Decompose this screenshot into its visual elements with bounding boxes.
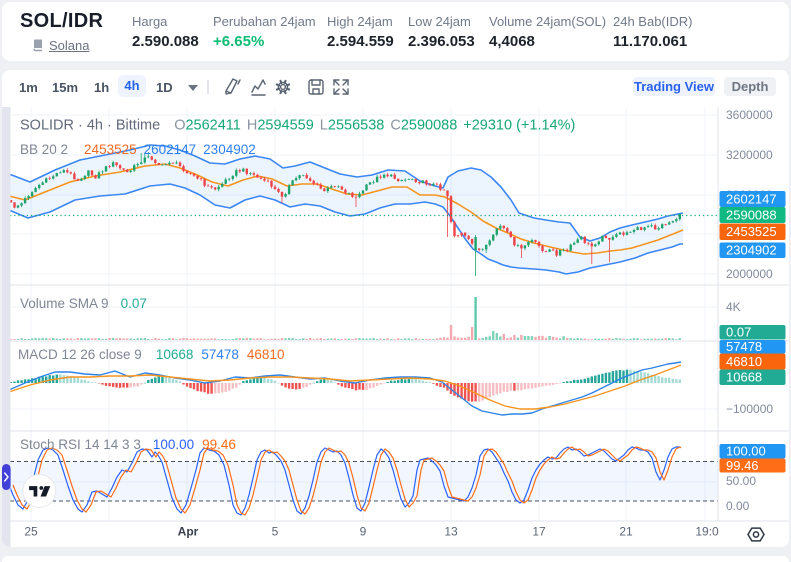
svg-text:17: 17 <box>532 525 546 539</box>
svg-text:3200000: 3200000 <box>726 148 773 162</box>
svg-text:9: 9 <box>360 525 367 539</box>
svg-text:100.00: 100.00 <box>726 444 766 459</box>
svg-text:50.00: 50.00 <box>726 474 756 488</box>
svg-text:5: 5 <box>272 525 279 539</box>
svg-text:46810: 46810 <box>726 354 762 369</box>
svg-text:10668: 10668 <box>726 370 762 385</box>
svg-text:2304902: 2304902 <box>726 243 777 258</box>
svg-text:57478: 57478 <box>726 339 762 354</box>
svg-text:2000000: 2000000 <box>726 267 773 281</box>
svg-text:3600000: 3600000 <box>726 108 773 122</box>
svg-text:25: 25 <box>24 525 38 539</box>
svg-text:0.07: 0.07 <box>726 325 751 340</box>
svg-text:Apr: Apr <box>178 525 199 539</box>
svg-text:4K: 4K <box>726 300 741 314</box>
svg-text:2590088: 2590088 <box>726 207 777 222</box>
svg-text:2453525: 2453525 <box>726 224 777 239</box>
svg-text:21: 21 <box>619 525 633 539</box>
svg-text:0.00: 0.00 <box>726 499 750 513</box>
svg-text:Volume SMA 90.07: Volume SMA 9 0.07 <box>20 296 147 311</box>
svg-text:2602147: 2602147 <box>726 191 777 206</box>
svg-text:99.46: 99.46 <box>726 458 759 473</box>
svg-text:−100000: −100000 <box>726 402 773 416</box>
svg-text:13: 13 <box>444 525 458 539</box>
svg-text:19:0: 19:0 <box>695 525 719 539</box>
